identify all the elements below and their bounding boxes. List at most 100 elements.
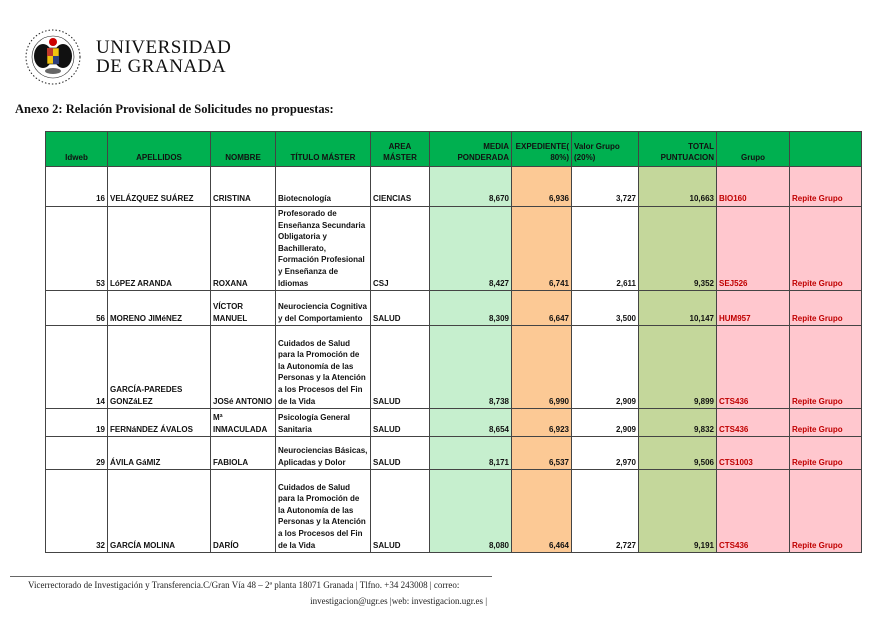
cell-nombre: Mª INMACULADA (210, 408, 276, 438)
annex-title: Anexo 2: Relación Provisional de Solicit… (15, 102, 334, 116)
cell-titulo: Biotecnología (275, 166, 371, 207)
cell-total: 10,663 (638, 166, 717, 207)
cell-expediente: 6,647 (511, 290, 572, 327)
table-row: 16 VELÁZQUEZ SUÁREZ CRISTINA Biotecnología C… (45, 166, 862, 207)
footer-divider (10, 576, 492, 577)
cell-grupo: BIO160 (716, 166, 790, 207)
cell-estado: Repite Grupo (789, 325, 862, 410)
cell-estado: Repite Grupo (789, 166, 862, 207)
cell-expediente: 6,936 (511, 166, 572, 207)
table-header-row: Idweb APELLIDOS NOMBRE TÍTULO MÁSTER ARE… (45, 131, 862, 167)
university-name-line2: DE GRANADA (96, 56, 227, 77)
cell-area: CIENCIAS (370, 166, 430, 207)
cell-estado: Repite Grupo (789, 205, 862, 292)
table-row: 14 GARCÍA-PAREDES GONZáLEZ JOSé ANTONIO Cui… (45, 325, 862, 410)
cell-nombre: DARÍO (210, 469, 276, 554)
applications-table: Idweb APELLIDOS NOMBRE TÍTULO MÁSTER ARE… (45, 131, 862, 554)
cell-grupo: CTS436 (716, 408, 790, 438)
cell-idweb: 16 (45, 166, 108, 207)
table-row: 53 LóPEZ ARANDA ROXANA Profesorado de Enseñ… (45, 205, 862, 292)
cell-grupo: HUM957 (716, 290, 790, 327)
cell-total: 10,147 (638, 290, 717, 327)
cell-titulo: Profesorado de Enseñanza Secundaria Obli… (275, 205, 371, 292)
cell-valor: 3,727 (571, 166, 639, 207)
cell-apellidos: LóPEZ ARANDA (107, 205, 211, 292)
cell-area: SALUD (370, 408, 430, 438)
cell-titulo: Cuidados de Salud para la Promoción de l… (275, 325, 371, 410)
cell-area: SALUD (370, 436, 430, 471)
cell-apellidos: ÁVILA GáMIZ (107, 436, 211, 471)
cell-valor: 2,909 (571, 408, 639, 438)
cell-apellidos: GARCÍA-PAREDES GONZáLEZ (107, 325, 211, 410)
cell-total: 9,191 (638, 469, 717, 554)
cell-nombre: JOSé ANTONIO (210, 325, 276, 410)
cell-estado: Repite Grupo (789, 469, 862, 554)
col-header-idweb: Idweb (45, 131, 108, 167)
cell-titulo: Psicología General Sanitaria (275, 408, 371, 438)
table-row: 56 MORENO JIMéNEZ VÍCTOR MANUEL Neurocienci… (45, 290, 862, 327)
cell-media: 8,171 (429, 436, 512, 471)
cell-expediente: 6,464 (511, 469, 572, 554)
cell-total: 9,899 (638, 325, 717, 410)
cell-media: 8,309 (429, 290, 512, 327)
cell-titulo: Neurociencia Cognitiva y del Comportamie… (275, 290, 371, 327)
cell-titulo: Neurociencias Básicas, Aplicadas y Dolor (275, 436, 371, 471)
cell-grupo: CTS436 (716, 325, 790, 410)
cell-estado: Repite Grupo (789, 290, 862, 327)
col-header-expediente: EXPEDIENTE( 80%) (511, 131, 572, 167)
col-header-grupo: Grupo (716, 131, 790, 167)
cell-total: 9,506 (638, 436, 717, 471)
cell-idweb: 19 (45, 408, 108, 438)
col-header-total: TOTAL PUNTUACION (638, 131, 717, 167)
cell-grupo: SEJ526 (716, 205, 790, 292)
cell-estado: Repite Grupo (789, 408, 862, 438)
cell-valor: 2,611 (571, 205, 639, 292)
col-header-media: MEDIA PONDERADA (429, 131, 512, 167)
cell-total: 9,832 (638, 408, 717, 438)
cell-media: 8,654 (429, 408, 512, 438)
cell-valor: 2,970 (571, 436, 639, 471)
cell-media: 8,670 (429, 166, 512, 207)
cell-area: SALUD (370, 325, 430, 410)
cell-area: SALUD (370, 469, 430, 554)
col-header-valor-grupo: Valor Grupo (20%) (571, 131, 639, 167)
footer-contact: investigacion@ugr.es |web: investigacion… (310, 596, 487, 606)
cell-idweb: 32 (45, 469, 108, 554)
col-header-apellidos: APELLIDOS (107, 131, 211, 167)
cell-nombre: VÍCTOR MANUEL (210, 290, 276, 327)
cell-valor: 2,909 (571, 325, 639, 410)
cell-valor: 2,727 (571, 469, 639, 554)
cell-expediente: 6,537 (511, 436, 572, 471)
cell-expediente: 6,741 (511, 205, 572, 292)
footer-address: Vicerrectorado de Investigación y Transf… (28, 580, 460, 590)
cell-total: 9,352 (638, 205, 717, 292)
cell-estado: Repite Grupo (789, 436, 862, 471)
table-row: 32 GARCÍA MOLINA DARÍO Cuidados de Salud pa… (45, 469, 862, 554)
cell-apellidos: MORENO JIMéNEZ (107, 290, 211, 327)
cell-media: 8,080 (429, 469, 512, 554)
cell-nombre: ROXANA (210, 205, 276, 292)
cell-apellidos: GARCÍA MOLINA (107, 469, 211, 554)
cell-titulo: Cuidados de Salud para la Promoción de l… (275, 469, 371, 554)
table-row: 19 FERNáNDEZ ÁVALOS Mª INMACULADA Psicologí… (45, 408, 862, 438)
cell-expediente: 6,923 (511, 408, 572, 438)
cell-nombre: CRISTINA (210, 166, 276, 207)
university-seal-icon (25, 29, 81, 85)
cell-idweb: 29 (45, 436, 108, 471)
col-header-area: AREA MÁSTER (370, 131, 430, 167)
cell-area: CSJ (370, 205, 430, 292)
cell-media: 8,738 (429, 325, 512, 410)
cell-apellidos: VELÁZQUEZ SUÁREZ (107, 166, 211, 207)
cell-grupo: CTS1003 (716, 436, 790, 471)
cell-idweb: 14 (45, 325, 108, 410)
cell-grupo: CTS436 (716, 469, 790, 554)
cell-apellidos: FERNáNDEZ ÁVALOS (107, 408, 211, 438)
table-row: 29 ÁVILA GáMIZ FABIOLA Neurociencias Básica… (45, 436, 862, 471)
university-name-line1: UNIVERSIDAD (96, 37, 232, 58)
col-header-estado (789, 131, 862, 167)
cell-nombre: FABIOLA (210, 436, 276, 471)
cell-area: SALUD (370, 290, 430, 327)
cell-idweb: 53 (45, 205, 108, 292)
cell-expediente: 6,990 (511, 325, 572, 410)
